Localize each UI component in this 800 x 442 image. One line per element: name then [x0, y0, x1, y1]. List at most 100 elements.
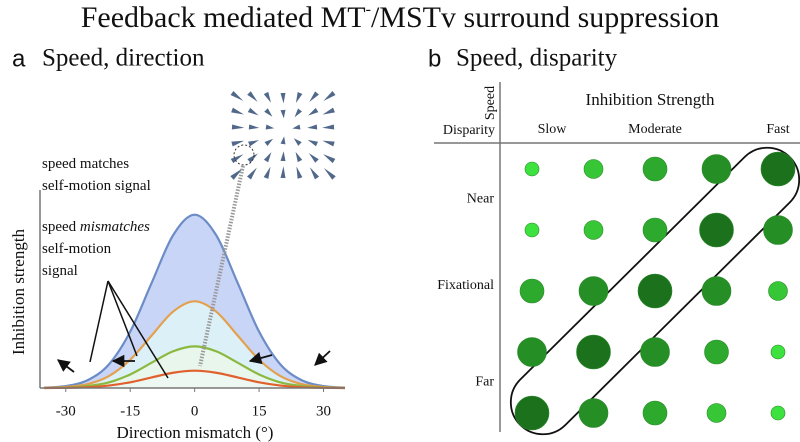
- direction-arrow: [56, 359, 75, 373]
- callout-line: [107, 280, 138, 357]
- focus-circle: [233, 144, 255, 166]
- strength-circle: [637, 273, 673, 309]
- strength-circle: [770, 405, 786, 421]
- annotation-text: signal: [42, 263, 78, 279]
- strength-circle: [706, 403, 727, 423]
- speed-label: Speed: [483, 86, 498, 120]
- flow-arrow: [280, 151, 286, 162]
- flow-arrow: [230, 90, 244, 101]
- flow-arrow: [230, 168, 243, 180]
- flow-arrow: [264, 138, 274, 147]
- flow-arrow: [247, 153, 258, 163]
- strength-circle: [524, 161, 540, 177]
- strength-circle: [640, 337, 670, 367]
- panel-a: a Speed, direction Inhibition strength D…: [9, 45, 346, 442]
- flow-arrow: [309, 167, 320, 180]
- callout-line: [107, 280, 169, 379]
- strength-circle: [760, 151, 796, 187]
- flow-arrow: [322, 124, 335, 130]
- flow-arrow: [280, 92, 286, 104]
- flow-arrow: [230, 154, 244, 164]
- curve-area: [44, 346, 345, 388]
- curve: [44, 345, 346, 390]
- direction-arrow: [248, 351, 273, 365]
- flow-arrow: [264, 108, 273, 117]
- strength-circle: [770, 344, 786, 360]
- flow-arrow: [292, 124, 301, 130]
- row-label: Far: [475, 375, 494, 390]
- flow-arrow: [280, 136, 286, 145]
- flow-arrow: [247, 107, 259, 116]
- flow-arrow: [323, 154, 336, 164]
- flow-arrow: [231, 140, 245, 147]
- panel-b: b Speed, disparity Inhibition Strength S…: [428, 45, 800, 436]
- strength-circle: [576, 334, 611, 370]
- strength-circle: [763, 215, 793, 245]
- x-tick-label: 0: [191, 403, 199, 419]
- curve: [44, 300, 346, 389]
- curve-area: [44, 301, 345, 388]
- flow-arrow: [308, 153, 319, 163]
- flow-arrow: [309, 91, 319, 102]
- strength-circle: [642, 400, 668, 426]
- annotation-text: speed: [42, 219, 80, 235]
- flow-arrow: [293, 138, 302, 146]
- flow-arrow: [231, 107, 244, 115]
- annotation: signal: [42, 263, 78, 279]
- flow-arrow: [296, 166, 303, 179]
- panel-label: b: [428, 45, 441, 72]
- flow-arrow: [263, 166, 271, 179]
- flow-arrow: [307, 124, 318, 130]
- column-label: Slow: [538, 122, 568, 137]
- strength-circle: [578, 398, 609, 428]
- column-label: Fast: [766, 122, 789, 137]
- panel-title: Speed, direction: [42, 45, 205, 72]
- strength-circle: [642, 217, 668, 243]
- strength-circle: [704, 339, 729, 365]
- flow-arrow: [294, 108, 302, 118]
- annotation-text: self-motion: [42, 241, 112, 257]
- annotation-text: self-motion signal: [42, 178, 151, 194]
- flow-arrow: [247, 91, 258, 102]
- annotation: self-motion signal: [42, 178, 151, 194]
- flow-arrow: [308, 107, 319, 116]
- x-tick-label: 15: [252, 403, 267, 419]
- y-axis-label: Inhibition strength: [9, 228, 28, 355]
- column-label: Moderate: [628, 122, 682, 137]
- flow-arrow: [248, 140, 259, 147]
- flow-arrow: [265, 124, 275, 130]
- flow-arrow: [247, 167, 257, 180]
- flow-arrow: [248, 124, 260, 130]
- strength-circle: [514, 395, 550, 431]
- x-tick-label: -30: [56, 403, 76, 419]
- strength-circle: [583, 159, 604, 179]
- flow-arrow: [280, 109, 286, 119]
- title-part: Feedback mediated MT: [81, 1, 366, 34]
- annotation: speed matches: [42, 156, 129, 172]
- disparity-label: Disparity: [443, 123, 495, 138]
- flow-arrow: [322, 107, 335, 115]
- flow-arrow: [295, 92, 303, 104]
- row-label: Near: [467, 192, 495, 207]
- strength-circle: [578, 276, 609, 306]
- direction-arrow: [314, 350, 331, 366]
- figure-title: Feedback mediated MT-/MSTv surround supp…: [81, 1, 720, 34]
- annotation-text: mismatches: [80, 219, 150, 235]
- strength-circle: [699, 212, 734, 248]
- flow-arrow: [323, 168, 336, 180]
- flow-arrow: [322, 140, 335, 147]
- strength-circle: [701, 276, 732, 306]
- flow-arrow: [263, 91, 272, 103]
- strength-circle: [583, 220, 604, 240]
- annotation: speed mismatches: [42, 219, 150, 235]
- strength-circle: [519, 278, 545, 304]
- curve: [44, 369, 346, 390]
- flow-arrow: [323, 91, 336, 102]
- x-tick-label: 30: [316, 403, 331, 419]
- panel-title: Speed, disparity: [456, 45, 618, 72]
- curve: [44, 213, 346, 389]
- title-part: /MSTv surround suppression: [371, 1, 719, 34]
- curve-area: [44, 370, 345, 388]
- x-axis-label: Direction mismatch (°): [117, 423, 274, 442]
